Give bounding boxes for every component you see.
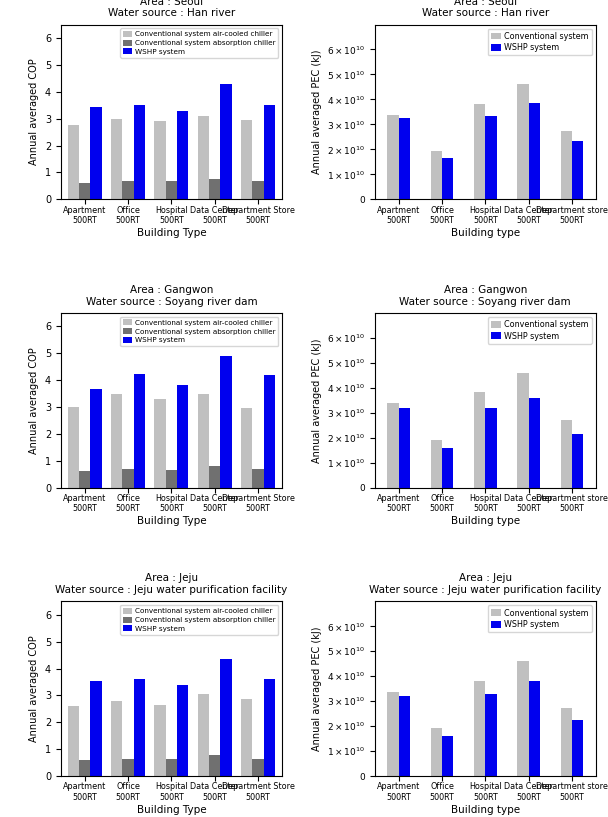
Legend: Conventional system air-cooled chiller, Conventional system absorption chiller, : Conventional system air-cooled chiller, … xyxy=(120,28,278,58)
Bar xyxy=(209,179,220,199)
Bar xyxy=(134,679,145,776)
Title: Area : Jeju
Water source : Jeju water purification facility: Area : Jeju Water source : Jeju water pu… xyxy=(369,574,601,595)
X-axis label: Building type: Building type xyxy=(451,805,520,815)
Title: Area : Seoul
Water source : Han river: Area : Seoul Water source : Han river xyxy=(422,0,549,18)
Bar xyxy=(90,681,102,776)
Bar xyxy=(154,121,166,199)
Bar xyxy=(430,728,442,776)
X-axis label: Building type: Building type xyxy=(451,516,520,526)
Bar xyxy=(79,471,90,488)
Bar xyxy=(166,181,177,199)
Bar xyxy=(485,694,497,776)
Bar xyxy=(517,84,528,199)
Bar xyxy=(166,759,177,776)
Bar xyxy=(561,708,572,776)
Bar xyxy=(399,696,410,776)
Bar xyxy=(474,681,485,776)
Bar xyxy=(572,720,583,776)
Bar xyxy=(528,103,540,199)
Bar xyxy=(474,392,485,488)
Bar xyxy=(387,692,399,776)
Bar xyxy=(252,181,264,199)
Bar xyxy=(387,404,399,488)
Bar xyxy=(264,680,275,776)
Bar xyxy=(528,681,540,776)
X-axis label: Building type: Building type xyxy=(451,228,520,238)
Bar xyxy=(517,373,528,488)
Bar xyxy=(442,735,453,776)
Bar xyxy=(572,141,583,199)
Bar xyxy=(67,125,79,199)
Bar xyxy=(198,394,209,488)
Bar xyxy=(442,449,453,488)
Bar xyxy=(442,158,453,199)
Bar xyxy=(220,83,232,199)
Bar xyxy=(485,408,497,488)
Bar xyxy=(122,181,134,199)
Bar xyxy=(154,399,166,488)
Title: Area : Gangwon
Water source : Soyang river dam: Area : Gangwon Water source : Soyang riv… xyxy=(86,285,257,306)
Bar xyxy=(111,118,122,199)
Bar xyxy=(517,661,528,776)
Y-axis label: Annual averaged PEC (kJ): Annual averaged PEC (kJ) xyxy=(311,627,322,751)
Bar xyxy=(122,759,134,776)
Bar xyxy=(134,374,145,488)
Bar xyxy=(122,469,134,488)
Bar xyxy=(430,151,442,199)
Bar xyxy=(209,756,220,776)
Bar xyxy=(67,706,79,776)
Bar xyxy=(241,120,252,199)
X-axis label: Building Type: Building Type xyxy=(137,228,206,238)
Legend: Conventional system, WSHP system: Conventional system, WSHP system xyxy=(488,605,592,632)
Y-axis label: Annual averaged PEC (kJ): Annual averaged PEC (kJ) xyxy=(311,338,322,462)
Bar xyxy=(572,434,583,488)
Bar xyxy=(198,694,209,776)
Bar xyxy=(79,760,90,776)
Legend: Conventional system air-cooled chiller, Conventional system absorption chiller, : Conventional system air-cooled chiller, … xyxy=(120,605,278,635)
Bar xyxy=(134,105,145,199)
Title: Area : Seoul
Water source : Han river: Area : Seoul Water source : Han river xyxy=(108,0,235,18)
Bar xyxy=(111,701,122,776)
X-axis label: Building Type: Building Type xyxy=(137,516,206,526)
Bar xyxy=(220,356,232,488)
X-axis label: Building Type: Building Type xyxy=(137,805,206,815)
Y-axis label: Annual averaged COP: Annual averaged COP xyxy=(29,636,40,742)
Y-axis label: Annual averaged COP: Annual averaged COP xyxy=(29,59,40,165)
Bar xyxy=(166,470,177,488)
Bar xyxy=(209,467,220,488)
Y-axis label: Annual averaged COP: Annual averaged COP xyxy=(29,347,40,453)
Bar xyxy=(399,118,410,199)
Legend: Conventional system, WSHP system: Conventional system, WSHP system xyxy=(488,317,592,344)
Bar xyxy=(252,759,264,776)
Bar xyxy=(220,659,232,776)
Bar xyxy=(177,685,188,776)
Bar xyxy=(399,408,410,488)
Bar xyxy=(111,394,122,488)
Bar xyxy=(430,440,442,488)
Bar xyxy=(241,699,252,776)
Bar xyxy=(198,116,209,199)
Bar xyxy=(90,389,102,488)
Legend: Conventional system, WSHP system: Conventional system, WSHP system xyxy=(488,29,592,56)
Bar xyxy=(561,132,572,199)
Title: Area : Jeju
Water source : Jeju water purification facility: Area : Jeju Water source : Jeju water pu… xyxy=(55,574,288,595)
Bar xyxy=(90,107,102,199)
Bar xyxy=(387,115,399,199)
Bar xyxy=(485,116,497,199)
Title: Area : Gangwon
Water source : Soyang river dam: Area : Gangwon Water source : Soyang riv… xyxy=(399,285,571,306)
Bar xyxy=(561,420,572,488)
Bar xyxy=(264,375,275,488)
Bar xyxy=(67,407,79,488)
Bar xyxy=(154,705,166,776)
Bar xyxy=(252,470,264,488)
Legend: Conventional system air-cooled chiller, Conventional system absorption chiller, : Conventional system air-cooled chiller, … xyxy=(120,316,278,346)
Bar xyxy=(474,104,485,199)
Bar xyxy=(264,105,275,199)
Bar xyxy=(79,183,90,199)
Bar xyxy=(528,399,540,488)
Bar xyxy=(241,408,252,488)
Y-axis label: Annual averaged PEC (kJ): Annual averaged PEC (kJ) xyxy=(311,50,322,174)
Bar xyxy=(177,385,188,488)
Bar xyxy=(177,110,188,199)
